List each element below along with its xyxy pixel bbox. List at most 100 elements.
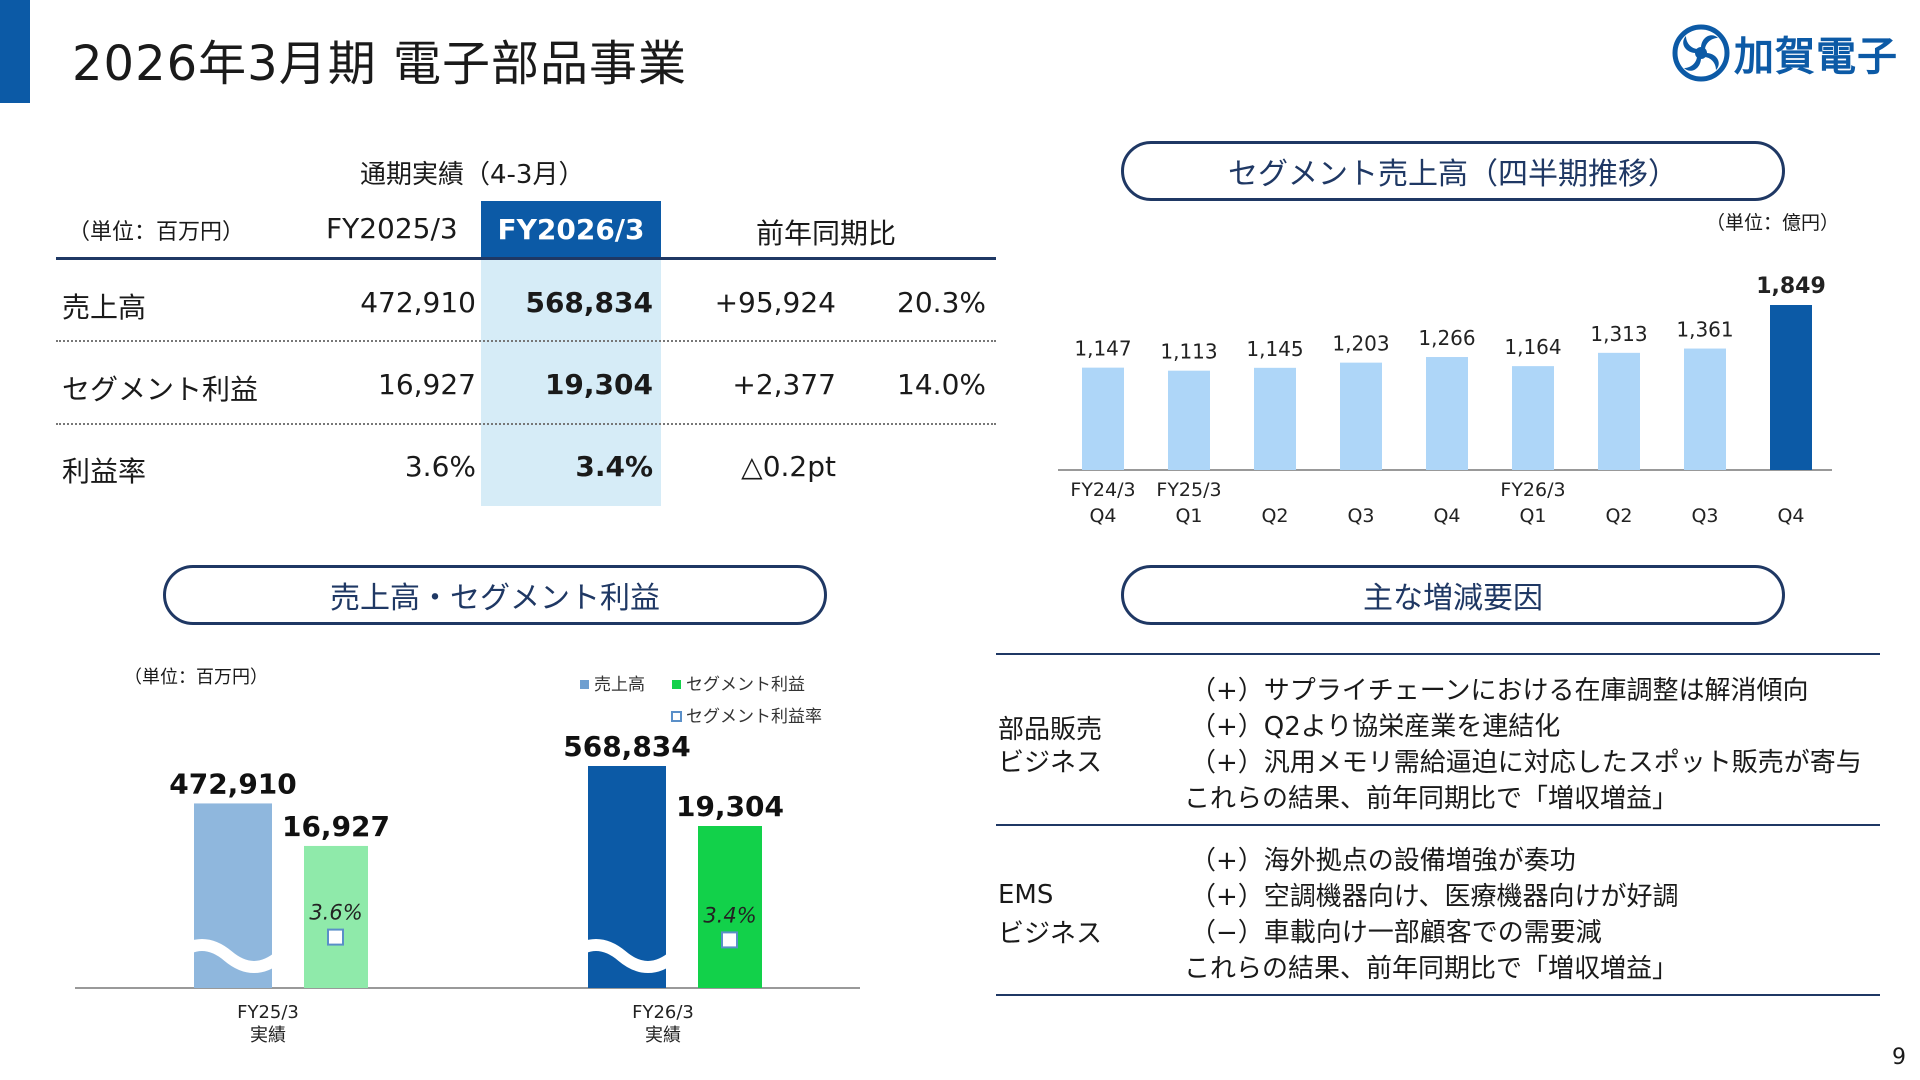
factor-item: （+）サプライチェーンにおける在庫調整は解消傾向 [1190,676,1809,706]
x-tick-label: Q2 [1261,505,1288,527]
summary-table: 通期実績（4-3月） FY2026/3 （単位：百万円） FY2025/3 前年… [56,150,1000,510]
factors-rule [996,994,1880,996]
table-caption: 通期実績（4-3月） [360,160,585,190]
quarter-bar [1082,367,1124,470]
x-category-label: FY26/3 [632,1002,694,1023]
row-curr: 568,834 [525,286,653,319]
factor-group-name: EMS [998,880,1054,910]
x-tick-label: Q2 [1605,505,1632,527]
row-curr: 3.4% [575,450,653,483]
row-rate: 14.0% [897,368,986,401]
x-tick-label: Q4 [1089,505,1116,527]
quarter-value-label: 1,849 [1756,274,1826,299]
factors-rule [996,824,1880,826]
quarter-bar [1168,370,1210,470]
quarter-bar [1426,357,1468,470]
x-tick-label: Q1 [1519,505,1546,527]
rate-marker [721,931,738,949]
row-divider [56,423,996,425]
sales-value-label: 472,910 [169,767,297,800]
row-curr: 19,304 [544,368,653,401]
unit-label: （単位：百万円） [68,220,245,245]
rate-marker [327,928,344,946]
highlight-column [481,260,661,506]
factor-item: （−）車載向け一部顧客での需要減 [1190,918,1602,948]
col-header-curr: FY2026/3 [481,201,661,257]
quarter-value-label: 1,164 [1504,335,1561,359]
profit-value-label: 19,304 [676,790,784,823]
x-tick-label: FY25/3 [1156,479,1221,501]
quarterly-unit: （単位：億円） [1706,212,1840,234]
factor-group-name: ビジネス [998,919,1103,949]
sales-value-label: 568,834 [563,730,691,763]
sales-profit-section-header: 売上高・セグメント利益 [163,565,827,625]
x-tick-label: Q3 [1347,505,1374,527]
row-diff: +95,924 [714,286,836,319]
factors-section-header: 主な増減要因 [1121,565,1785,625]
row-label: 利益率 [62,455,147,488]
factor-conclusion: これらの結果、前年同期比で「増収増益」 [1184,954,1679,984]
row-label: 売上高 [62,291,147,324]
legend-label: セグメント利益 [686,675,805,695]
factor-group-name: ビジネス [998,748,1103,778]
quarter-bar [1684,348,1726,470]
quarter-bar [1770,305,1812,470]
quarter-value-label: 1,266 [1418,326,1475,350]
legend-swatch [671,711,682,722]
row-prev: 16,927 [378,368,476,401]
header-rule [56,257,996,260]
row-prev: 472,910 [360,286,476,319]
row-diff: △0.2pt [741,450,836,483]
legend-swatch [672,680,681,689]
logo-mark-icon [1672,24,1730,82]
x-category-label: 実績 [250,1025,286,1046]
quarter-bar [1254,367,1296,470]
x-tick-label: FY24/3 [1070,479,1135,501]
factor-conclusion: これらの結果、前年同期比で「増収増益」 [1184,784,1679,814]
accent-bar [0,0,30,103]
col-header-prev: FY2025/3 [326,212,458,245]
x-tick-label: Q4 [1433,505,1460,527]
factor-item: （+）空調機器向け、医療機器向けが好調 [1190,882,1679,912]
quarter-value-label: 1,113 [1160,340,1217,364]
factor-item: （+）Q2より協栄産業を連結化 [1190,712,1561,742]
quarter-bar [1598,352,1640,470]
sales-profit-unit: （単位：百万円） [124,667,268,688]
quarter-value-label: 1,361 [1676,318,1733,342]
x-tick-label: Q1 [1175,505,1202,527]
factors-rule [996,653,1880,655]
row-diff: +2,377 [732,368,836,401]
profit-bar [698,826,762,988]
rate-value-label: 3.4% [703,903,756,927]
factor-group-name: 部品販売 [998,715,1103,745]
factor-item: （+）汎用メモリ需給逼迫に対応したスポット販売が寄与 [1190,748,1862,778]
x-category-label: FY25/3 [237,1002,299,1023]
row-label: セグメント利益 [62,373,259,406]
quarterly-bar-chart: 1,147 FY24/3 Q4 1,113 FY25/3 Q1 1,145 Q2 1,203 Q3… [1058,274,1832,527]
quarter-value-label: 1,147 [1074,337,1131,361]
quarter-bar [1340,362,1382,470]
legend-swatch [580,680,589,689]
legend-label: 売上高 [594,675,645,695]
quarter-value-label: 1,203 [1332,332,1389,356]
page-title: 2026年3月期 電子部品事業 [72,36,687,92]
row-divider [56,340,996,342]
quarterly-section-header: セグメント売上高（四半期推移） [1121,141,1785,201]
profit-bar [304,845,368,988]
profit-value-label: 16,927 [282,810,390,843]
x-tick-label: Q3 [1691,505,1718,527]
page-number: 9 [1892,1045,1906,1070]
logo-text: 加賀電子 [1734,34,1898,80]
x-tick-label: FY26/3 [1500,479,1565,501]
legend-label: セグメント利益率 [686,707,822,727]
quarter-value-label: 1,313 [1590,322,1647,346]
quarter-value-label: 1,145 [1246,337,1303,361]
x-category-label: 実績 [645,1025,681,1046]
factor-item: （+）海外拠点の設備増強が奏功 [1190,846,1576,876]
rate-value-label: 3.6% [309,901,362,925]
x-tick-label: Q4 [1777,505,1804,527]
quarter-bar [1512,366,1554,470]
row-rate: 20.3% [897,286,986,319]
row-prev: 3.6% [404,450,476,483]
